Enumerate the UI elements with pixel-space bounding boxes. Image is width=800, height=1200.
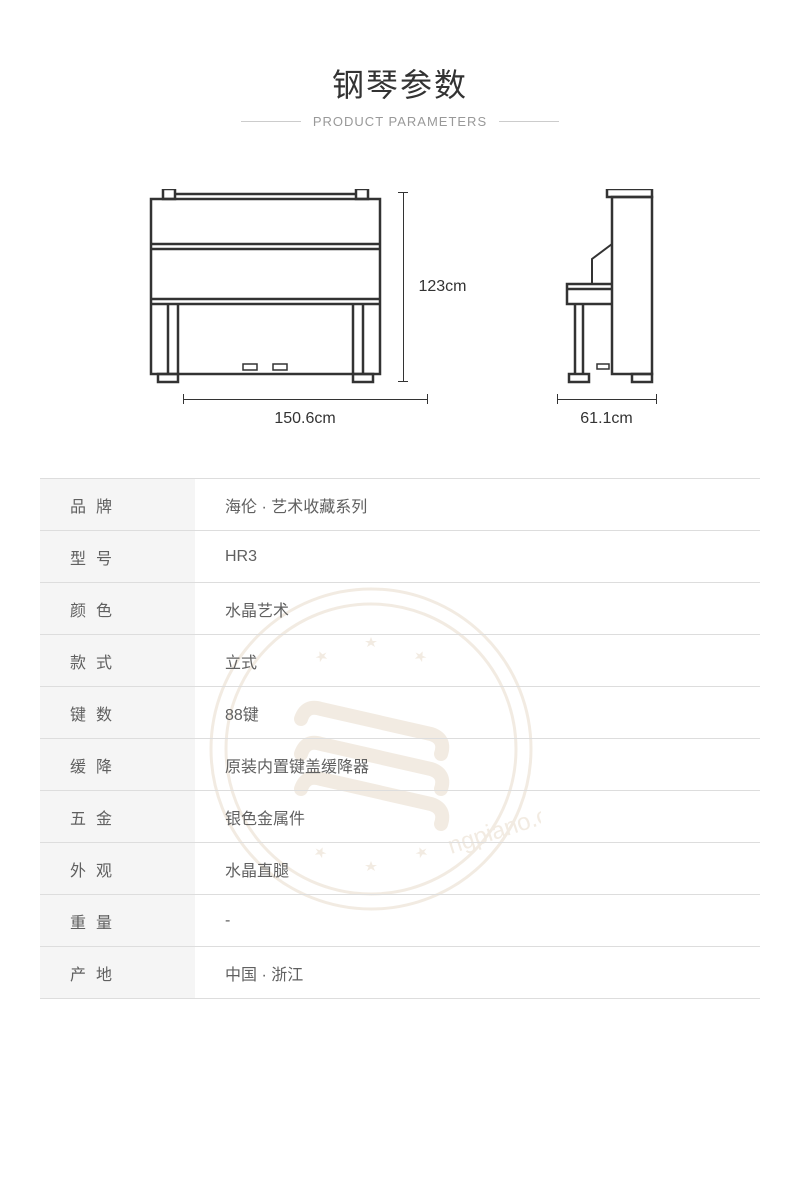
- spec-row: 重量 -: [40, 895, 760, 947]
- page-title: 钢琴参数: [0, 60, 800, 106]
- spec-label-appearance: 外观: [40, 843, 195, 894]
- spec-value-weight: -: [195, 895, 760, 946]
- spec-label-softclose: 缓降: [40, 739, 195, 790]
- spec-row: 型号 HR3: [40, 531, 760, 583]
- depth-label: 61.1cm: [580, 410, 632, 428]
- dimension-diagrams: 123cm 150.6cm: [0, 149, 800, 458]
- divider-left: [241, 121, 301, 122]
- divider-right: [499, 121, 559, 122]
- spec-row: 五金 银色金属件: [40, 791, 760, 843]
- spec-value-color: 水晶艺术: [195, 583, 760, 634]
- spec-row: 品牌 海伦 · 艺术收藏系列: [40, 479, 760, 531]
- spec-value-model: HR3: [195, 531, 760, 582]
- spec-label-origin: 产地: [40, 947, 195, 998]
- width-dimension: 150.6cm: [183, 394, 428, 428]
- spec-label-weight: 重量: [40, 895, 195, 946]
- height-dim-line: [398, 192, 408, 382]
- spec-row: 缓降 原装内置键盖缓降器: [40, 739, 760, 791]
- spec-row: 外观 水晶直腿: [40, 843, 760, 895]
- spec-row: 款式 立式: [40, 635, 760, 687]
- specs-table: ngpiano.com 品牌 海伦 · 艺术收藏系列 型号 HR3 颜色 水晶艺…: [40, 478, 760, 999]
- front-view-group: 123cm 150.6cm: [143, 189, 466, 428]
- spec-label-model: 型号: [40, 531, 195, 582]
- spec-value-style: 立式: [195, 635, 760, 686]
- page-header: 钢琴参数 PRODUCT PARAMETERS: [0, 0, 800, 149]
- width-dim-line: [183, 394, 428, 404]
- page-subtitle: PRODUCT PARAMETERS: [313, 114, 487, 129]
- spec-row: 键数 88键: [40, 687, 760, 739]
- piano-front-diagram: [143, 189, 388, 384]
- depth-dim-line: [557, 394, 657, 404]
- spec-row: 颜色 水晶艺术: [40, 583, 760, 635]
- subtitle-wrap: PRODUCT PARAMETERS: [0, 114, 800, 129]
- spec-label-brand: 品牌: [40, 479, 195, 530]
- side-view-group: 61.1cm: [557, 189, 657, 428]
- spec-value-appearance: 水晶直腿: [195, 843, 760, 894]
- front-view-row: 123cm: [143, 189, 466, 384]
- width-label: 150.6cm: [274, 410, 335, 428]
- spec-label-hardware: 五金: [40, 791, 195, 842]
- spec-value-softclose: 原装内置键盖缓降器: [195, 739, 760, 790]
- spec-value-keys: 88键: [195, 687, 760, 738]
- spec-row: 产地 中国 · 浙江: [40, 947, 760, 999]
- spec-value-hardware: 银色金属件: [195, 791, 760, 842]
- spec-label-style: 款式: [40, 635, 195, 686]
- height-label: 123cm: [418, 278, 466, 296]
- spec-value-brand: 海伦 · 艺术收藏系列: [195, 479, 760, 530]
- piano-side-diagram: [557, 189, 657, 384]
- height-dimension: [398, 192, 408, 382]
- depth-dimension: 61.1cm: [557, 394, 657, 428]
- spec-value-origin: 中国 · 浙江: [195, 947, 760, 998]
- spec-label-keys: 键数: [40, 687, 195, 738]
- spec-label-color: 颜色: [40, 583, 195, 634]
